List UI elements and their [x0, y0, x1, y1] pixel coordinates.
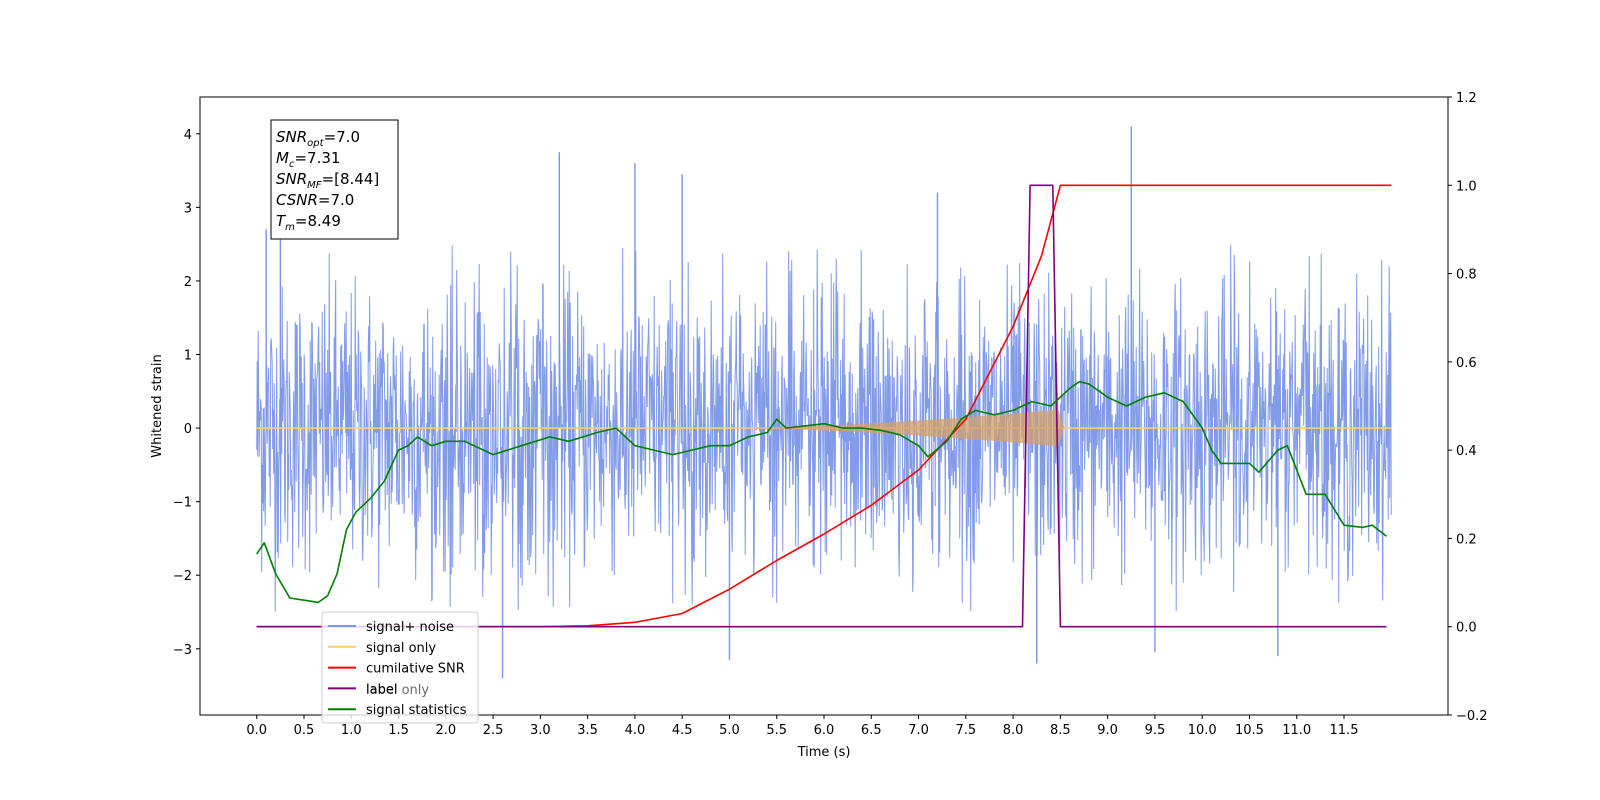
y-axis-right-ticks: −0.2 0.0 0.2 0.4 0.6 0.8 1.0 1.2	[1448, 91, 1488, 724]
legend: label only signal+ noise signal only cumila…	[321, 611, 479, 724]
x-axis-label: Time (s)	[797, 745, 851, 760]
legend-entry-label: cumilative SNR	[366, 662, 465, 677]
x-tick-label: 5.5	[766, 723, 787, 738]
y-tick-label: −1	[173, 496, 192, 511]
label-line	[256, 184, 1387, 628]
x-tick-label: 11.5	[1330, 723, 1359, 738]
y2-tick-label: 0.8	[1456, 268, 1477, 283]
x-tick-label: 3.5	[577, 723, 598, 738]
legend-entry-label: signal+ noise	[366, 620, 454, 635]
y-axis-left-ticks: −3 −2 −1 0 1 2 3 4	[173, 128, 200, 658]
y-tick-label: 4	[184, 128, 192, 143]
series-signal-plus-noise	[256, 126, 1392, 679]
y2-tick-label: 1.2	[1456, 91, 1477, 106]
x-tick-label: 0.5	[294, 723, 315, 738]
x-tick-label: 4.0	[625, 723, 646, 738]
y-axis-label: Whitened strain	[150, 354, 165, 457]
y2-tick-label: 0.2	[1456, 532, 1477, 547]
y2-tick-label: 0.6	[1456, 356, 1477, 371]
x-tick-label: 4.5	[672, 723, 693, 738]
x-tick-label: 2.0	[435, 723, 456, 738]
y2-tick-label: 0.0	[1456, 621, 1477, 636]
signal-plus-noise-line	[256, 244, 1392, 612]
y-tick-label: 1	[184, 349, 192, 364]
x-tick-label: 7.0	[908, 723, 929, 738]
x-tick-label: 6.5	[861, 723, 882, 738]
x-tick-label: 9.5	[1145, 723, 1166, 738]
y2-tick-label: −0.2	[1456, 709, 1488, 724]
x-tick-label: 6.0	[814, 723, 835, 738]
legend-entry-label: signal only	[366, 641, 436, 656]
x-tick-label: 11.0	[1282, 723, 1311, 738]
y-tick-label: 3	[184, 201, 192, 216]
x-tick-label: 2.5	[483, 723, 504, 738]
y-tick-label: 2	[184, 275, 192, 290]
legend-frame	[321, 611, 479, 724]
legend-entry-label: label	[366, 682, 397, 697]
x-tick-label: 1.5	[388, 723, 409, 738]
y-tick-label: −2	[173, 569, 192, 584]
x-tick-label: 7.5	[955, 723, 976, 738]
x-tick-label: 5.0	[719, 723, 740, 738]
x-tick-label: 1.0	[341, 723, 362, 738]
annotation-line: Tm=8.49	[276, 212, 341, 233]
x-tick-label: 9.0	[1097, 723, 1118, 738]
annotation-line: Mc=7.31	[276, 149, 340, 170]
x-tick-label: 3.0	[530, 723, 551, 738]
signal-only-chirp	[729, 409, 1065, 447]
annotation-frame	[270, 119, 399, 240]
legend-entry-label: signal statistics	[366, 703, 467, 718]
cumulative-snr-line	[256, 184, 1392, 628]
x-tick-label: 8.0	[1003, 723, 1024, 738]
signal-statistics-line	[256, 380, 1387, 604]
y2-tick-label: 1.0	[1456, 179, 1477, 194]
x-tick-label: 10.0	[1188, 723, 1217, 738]
annotation-line: SNRMF=[8.44]	[276, 170, 379, 191]
annotation-line: CSNR=7.0	[276, 191, 354, 209]
x-tick-label: 8.5	[1050, 723, 1071, 738]
x-axis-ticks: 0.0 0.5 1.0 1.5 2.0 2.5 3.0 3.5 4.0 4.5 5.0 5.5 6.0 6…	[246, 715, 1358, 738]
x-tick-label: 0.0	[246, 723, 267, 738]
y-tick-label: 0	[184, 422, 192, 437]
x-tick-label: 10.5	[1235, 723, 1264, 738]
legend-hidden-entry: label only	[366, 683, 429, 698]
annotation-line: SNRopt=7.0	[276, 128, 360, 149]
y-tick-label: −3	[173, 643, 192, 658]
y2-tick-label: 0.4	[1456, 444, 1477, 459]
series-lines	[256, 184, 1392, 628]
